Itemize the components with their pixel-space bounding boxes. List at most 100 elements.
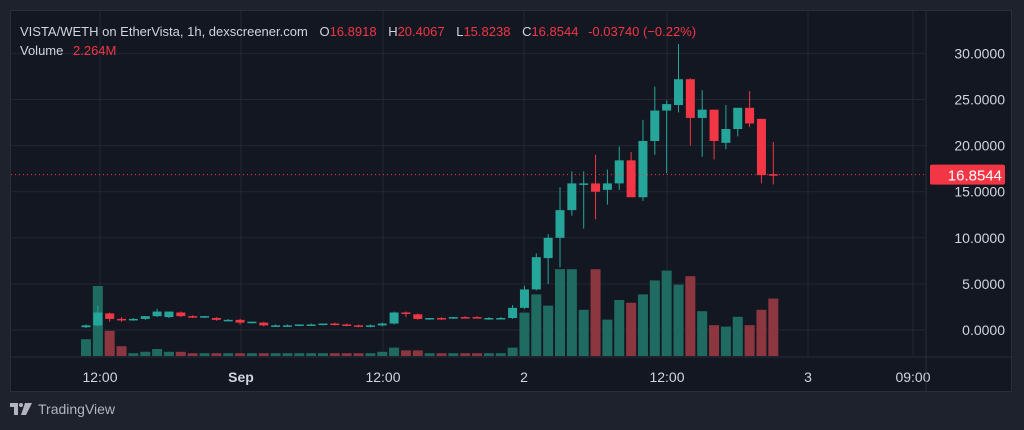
volume-bar	[602, 319, 613, 356]
volume-bar	[495, 353, 506, 356]
high-label: H	[388, 24, 398, 39]
volume-bar	[460, 353, 471, 356]
candle-body	[531, 257, 541, 290]
last-price-value: 16.8544	[948, 168, 1002, 185]
volume-bar	[768, 298, 779, 356]
volume-bar	[614, 300, 625, 356]
volume-bar	[187, 353, 198, 356]
volume-bar	[400, 350, 411, 356]
candle-body	[697, 109, 707, 118]
candle-body	[354, 325, 364, 327]
candle-body	[650, 110, 660, 141]
candle-body	[128, 318, 138, 321]
low-label: L	[456, 24, 464, 39]
last-price-tag	[930, 164, 1005, 185]
volume-value: 2.264M	[73, 43, 117, 58]
volume-bar	[756, 309, 767, 356]
volume-bar	[720, 326, 731, 356]
open-label: O	[319, 24, 330, 39]
volume-bar	[329, 353, 340, 356]
x-axis-tick-label: 3	[804, 369, 812, 385]
volume-bar	[519, 312, 530, 356]
candle-body	[389, 312, 399, 324]
volume-bar	[246, 353, 257, 356]
change-value: -0.03740 (−0.22%)	[588, 24, 697, 39]
candle-body	[519, 289, 529, 308]
candle-body	[591, 183, 601, 192]
candle-body	[247, 321, 257, 324]
candle-body	[674, 79, 683, 106]
volume-bar	[555, 269, 565, 356]
candle-body	[164, 311, 174, 318]
volume-bar	[732, 316, 743, 356]
candle-body	[685, 79, 695, 118]
candle-body	[365, 325, 375, 327]
volume-bar	[353, 353, 364, 356]
volume-bar	[637, 294, 648, 356]
volume-bar	[697, 311, 708, 356]
candle-body	[176, 312, 186, 317]
volume-bar	[116, 346, 127, 356]
candle-body	[330, 323, 340, 326]
open-value: 16.8918	[329, 24, 377, 39]
candle-body	[579, 183, 589, 185]
volume-bar	[424, 353, 435, 356]
volume-bar	[163, 351, 174, 356]
volume-bar	[389, 347, 400, 356]
candle-body	[567, 183, 577, 211]
volume-bar	[81, 339, 91, 356]
volume-bar	[472, 353, 483, 356]
volume-bar	[709, 325, 720, 356]
symbol-title: VISTA/WETH on EtherVista, 1h, dexscreene…	[20, 24, 308, 39]
volume-bar	[318, 353, 328, 356]
volume-bar	[270, 353, 281, 356]
low-value: 15.8238	[463, 24, 511, 39]
candle-body	[282, 325, 292, 327]
candle-body	[768, 174, 778, 176]
chart-frame	[10, 10, 1012, 392]
volume-bar	[507, 347, 518, 356]
volume-bar	[661, 270, 672, 356]
candle-body	[709, 109, 719, 141]
volume-bar	[649, 280, 660, 356]
volume-label: Volume	[20, 43, 64, 58]
candle-body	[93, 312, 103, 326]
chart-legend: VISTA/WETH on EtherVista, 1h, dexscreene…	[20, 22, 696, 60]
volume-bar	[140, 351, 151, 356]
x-axis-tick-label: 12:00	[649, 369, 684, 385]
volume-bar	[104, 330, 115, 356]
volume-bar	[152, 349, 163, 356]
legend-line-1: VISTA/WETH on EtherVista, 1h, dexscreene…	[20, 22, 696, 41]
candle-body	[555, 210, 565, 238]
tradingview-logo-icon	[10, 403, 32, 415]
candle-body	[318, 323, 328, 326]
candle-body	[259, 322, 269, 326]
volume-bar	[258, 353, 269, 356]
candle-body	[152, 311, 162, 317]
candle-body	[235, 319, 245, 323]
tradingview-attribution[interactable]: TradingView	[10, 401, 115, 417]
volume-bar	[199, 353, 210, 356]
y-axis-tick-label: 20.0000	[954, 138, 1005, 154]
candle-body	[733, 107, 743, 130]
volume-bar	[744, 325, 755, 356]
candle-body	[448, 317, 458, 319]
volume-bar	[223, 353, 234, 356]
candle-body	[745, 107, 755, 124]
x-axis-tick-label: 2	[520, 369, 528, 385]
legend-line-2: Volume 2.264M	[20, 41, 696, 60]
y-axis-tick-label: 5.0000	[962, 276, 1005, 292]
tradingview-label: TradingView	[38, 401, 116, 417]
candle-body	[81, 325, 91, 328]
volume-bar	[673, 284, 684, 356]
x-axis-tick-label: 12:00	[365, 369, 400, 385]
candle-body	[721, 129, 731, 143]
candle-body	[223, 319, 233, 322]
x-axis-tick-label: 09:00	[895, 369, 930, 385]
high-value: 20.4067	[397, 24, 445, 39]
candle-body	[638, 140, 648, 198]
x-axis-tick-label: Sep	[228, 369, 254, 385]
candle-body	[626, 160, 636, 198]
candle-body	[140, 316, 150, 319]
